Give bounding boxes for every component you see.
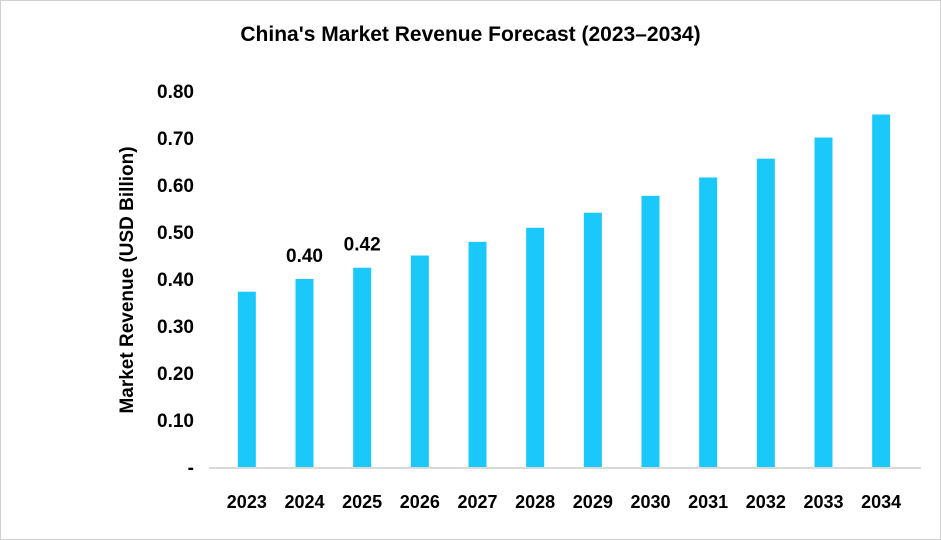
data-label: 0.40 [286, 246, 323, 267]
bar-2031 [699, 177, 718, 468]
bar-2027 [468, 241, 487, 467]
x-tick-label: 2026 [400, 492, 440, 512]
x-tick-label: 2032 [746, 492, 786, 512]
bar-2023 [237, 291, 256, 467]
y-tick-label: 0.70 [157, 129, 194, 150]
y-tick-label: 0.80 [157, 82, 194, 103]
y-tick-label: 0.60 [157, 176, 194, 197]
y-tick-label: - [188, 458, 194, 479]
bar-2028 [526, 227, 545, 467]
y-tick-label: 0.20 [157, 364, 194, 385]
x-tick-label: 2027 [457, 492, 497, 512]
bar-2029 [583, 212, 602, 467]
bar-2030 [641, 195, 660, 467]
y-tick-label: 0.10 [157, 411, 194, 432]
x-tick-label: 2033 [803, 492, 843, 512]
bar-2034 [872, 114, 891, 467]
chart-title: China's Market Revenue Forecast (2023–20… [240, 23, 701, 46]
bar-2032 [756, 158, 775, 467]
x-tick-label: 2025 [342, 492, 382, 512]
data-label: 0.42 [344, 235, 381, 256]
x-tick-label: 2029 [573, 492, 613, 512]
x-tick-label: 2024 [284, 492, 324, 512]
y-tick-label: 0.40 [157, 270, 194, 291]
y-tick-label: 0.30 [157, 317, 194, 338]
y-axis-label: Market Revenue (USD Billion) [117, 146, 138, 413]
y-tick-label: 0.50 [157, 223, 194, 244]
x-tick-label: 2030 [630, 492, 670, 512]
bar-2025 [353, 267, 372, 467]
x-tick-label: 2028 [515, 492, 555, 512]
bar-2033 [814, 137, 833, 467]
x-tick-label: 2023 [227, 492, 267, 512]
x-tick-label: 2031 [688, 492, 728, 512]
bar-2024 [295, 279, 314, 467]
bar-2026 [410, 255, 429, 467]
x-tick-label: 2034 [861, 492, 901, 512]
